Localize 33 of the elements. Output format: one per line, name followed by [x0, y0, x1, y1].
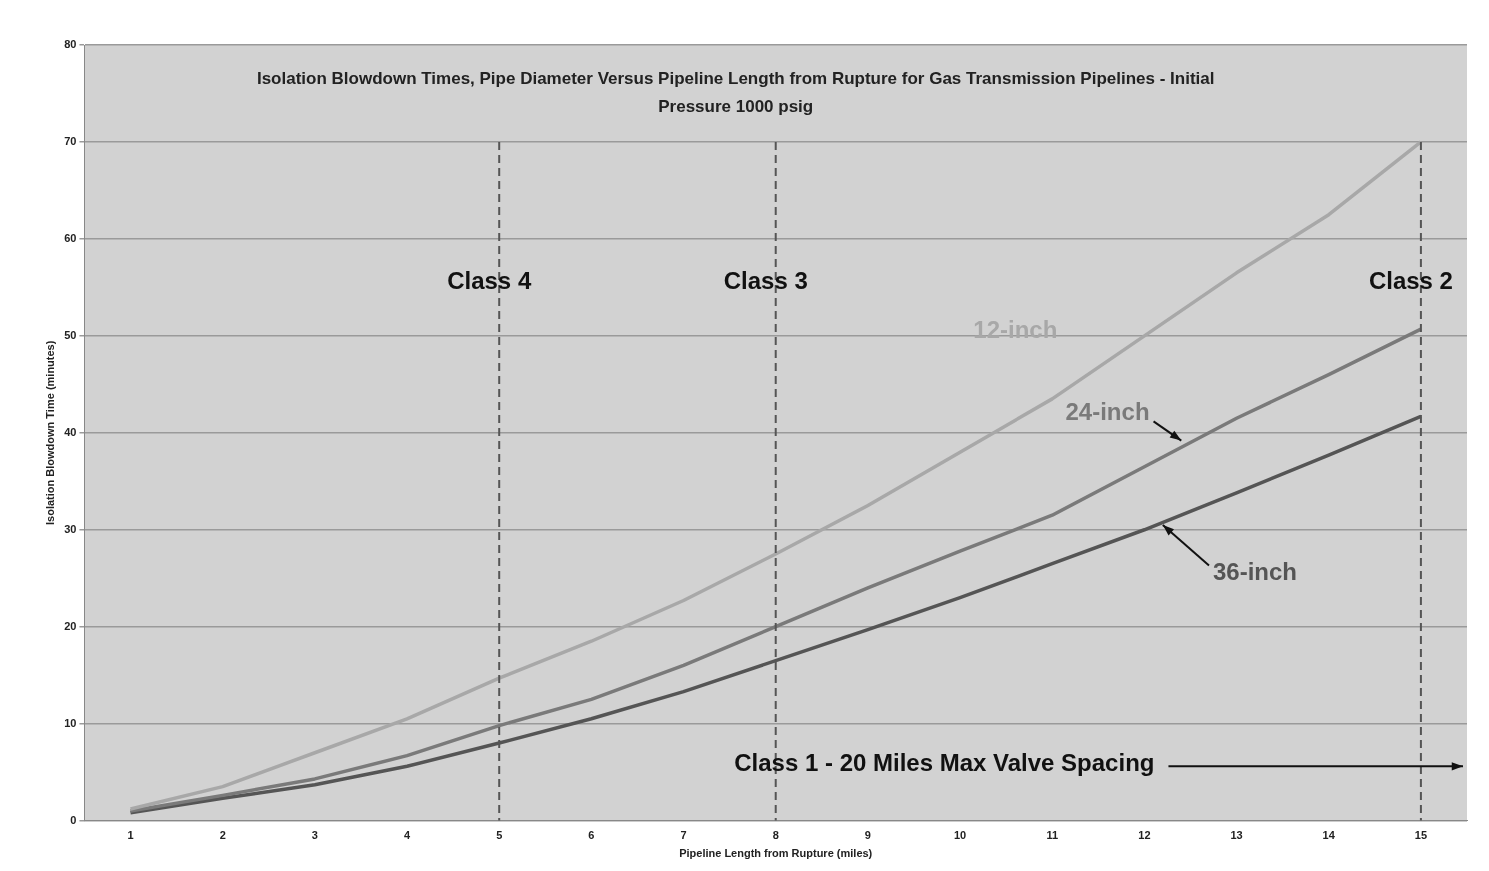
x-tick-label: 7	[680, 829, 687, 842]
y-tick-label: 40	[64, 425, 77, 438]
x-tick-label: 14	[1322, 829, 1336, 842]
y-tick-label: 10	[64, 716, 77, 729]
x-tick-label: 2	[219, 829, 226, 842]
x-tick-label: 4	[403, 829, 411, 842]
x-tick-label: 1	[127, 829, 134, 842]
ref-line-label: Class 3	[723, 267, 808, 295]
x-tick-label: 3	[311, 829, 318, 842]
x-axis-title: Pipeline Length from Rupture (miles)	[679, 847, 873, 860]
x-tick-label: 8	[772, 829, 779, 842]
x-tick-label: 12	[1138, 829, 1151, 842]
text: Isolation Blowdown Times, Pipe Diameter Versus Pipeline Length from Rupture for Gas Transmission Pipelines - Initial Pressure 1000 psig	[256, 68, 1215, 116]
y-tick-label: 0	[70, 813, 77, 826]
y-tick-label: 30	[64, 522, 77, 535]
ref-line-label: Class 2	[1368, 267, 1453, 295]
text: 36-inch	[1212, 558, 1298, 585]
annotation: Class 1 - 20 Miles Max Valve Spacing	[734, 748, 1155, 776]
x-tick-label: 15	[1414, 829, 1428, 842]
x-tick-label: 10	[953, 829, 967, 842]
y-tick-label: 50	[64, 328, 77, 341]
y-axis-title: Isolation Blowdown Time (minutes)	[43, 340, 56, 525]
x-tick-label: 9	[864, 829, 871, 842]
x-tick-label: 5	[496, 829, 503, 842]
y-tick-label: 70	[64, 134, 77, 147]
series-label: 24-inch	[1065, 398, 1150, 426]
y-tick-label: 60	[64, 231, 77, 244]
y-tick-label: 80	[64, 38, 77, 51]
x-tick-label: 6	[588, 829, 595, 842]
x-tick-label: 11	[1046, 829, 1059, 842]
y-tick-label: 20	[64, 619, 77, 632]
ref-line-label: Class 4	[447, 267, 532, 295]
x-tick-label: 13	[1230, 829, 1243, 842]
